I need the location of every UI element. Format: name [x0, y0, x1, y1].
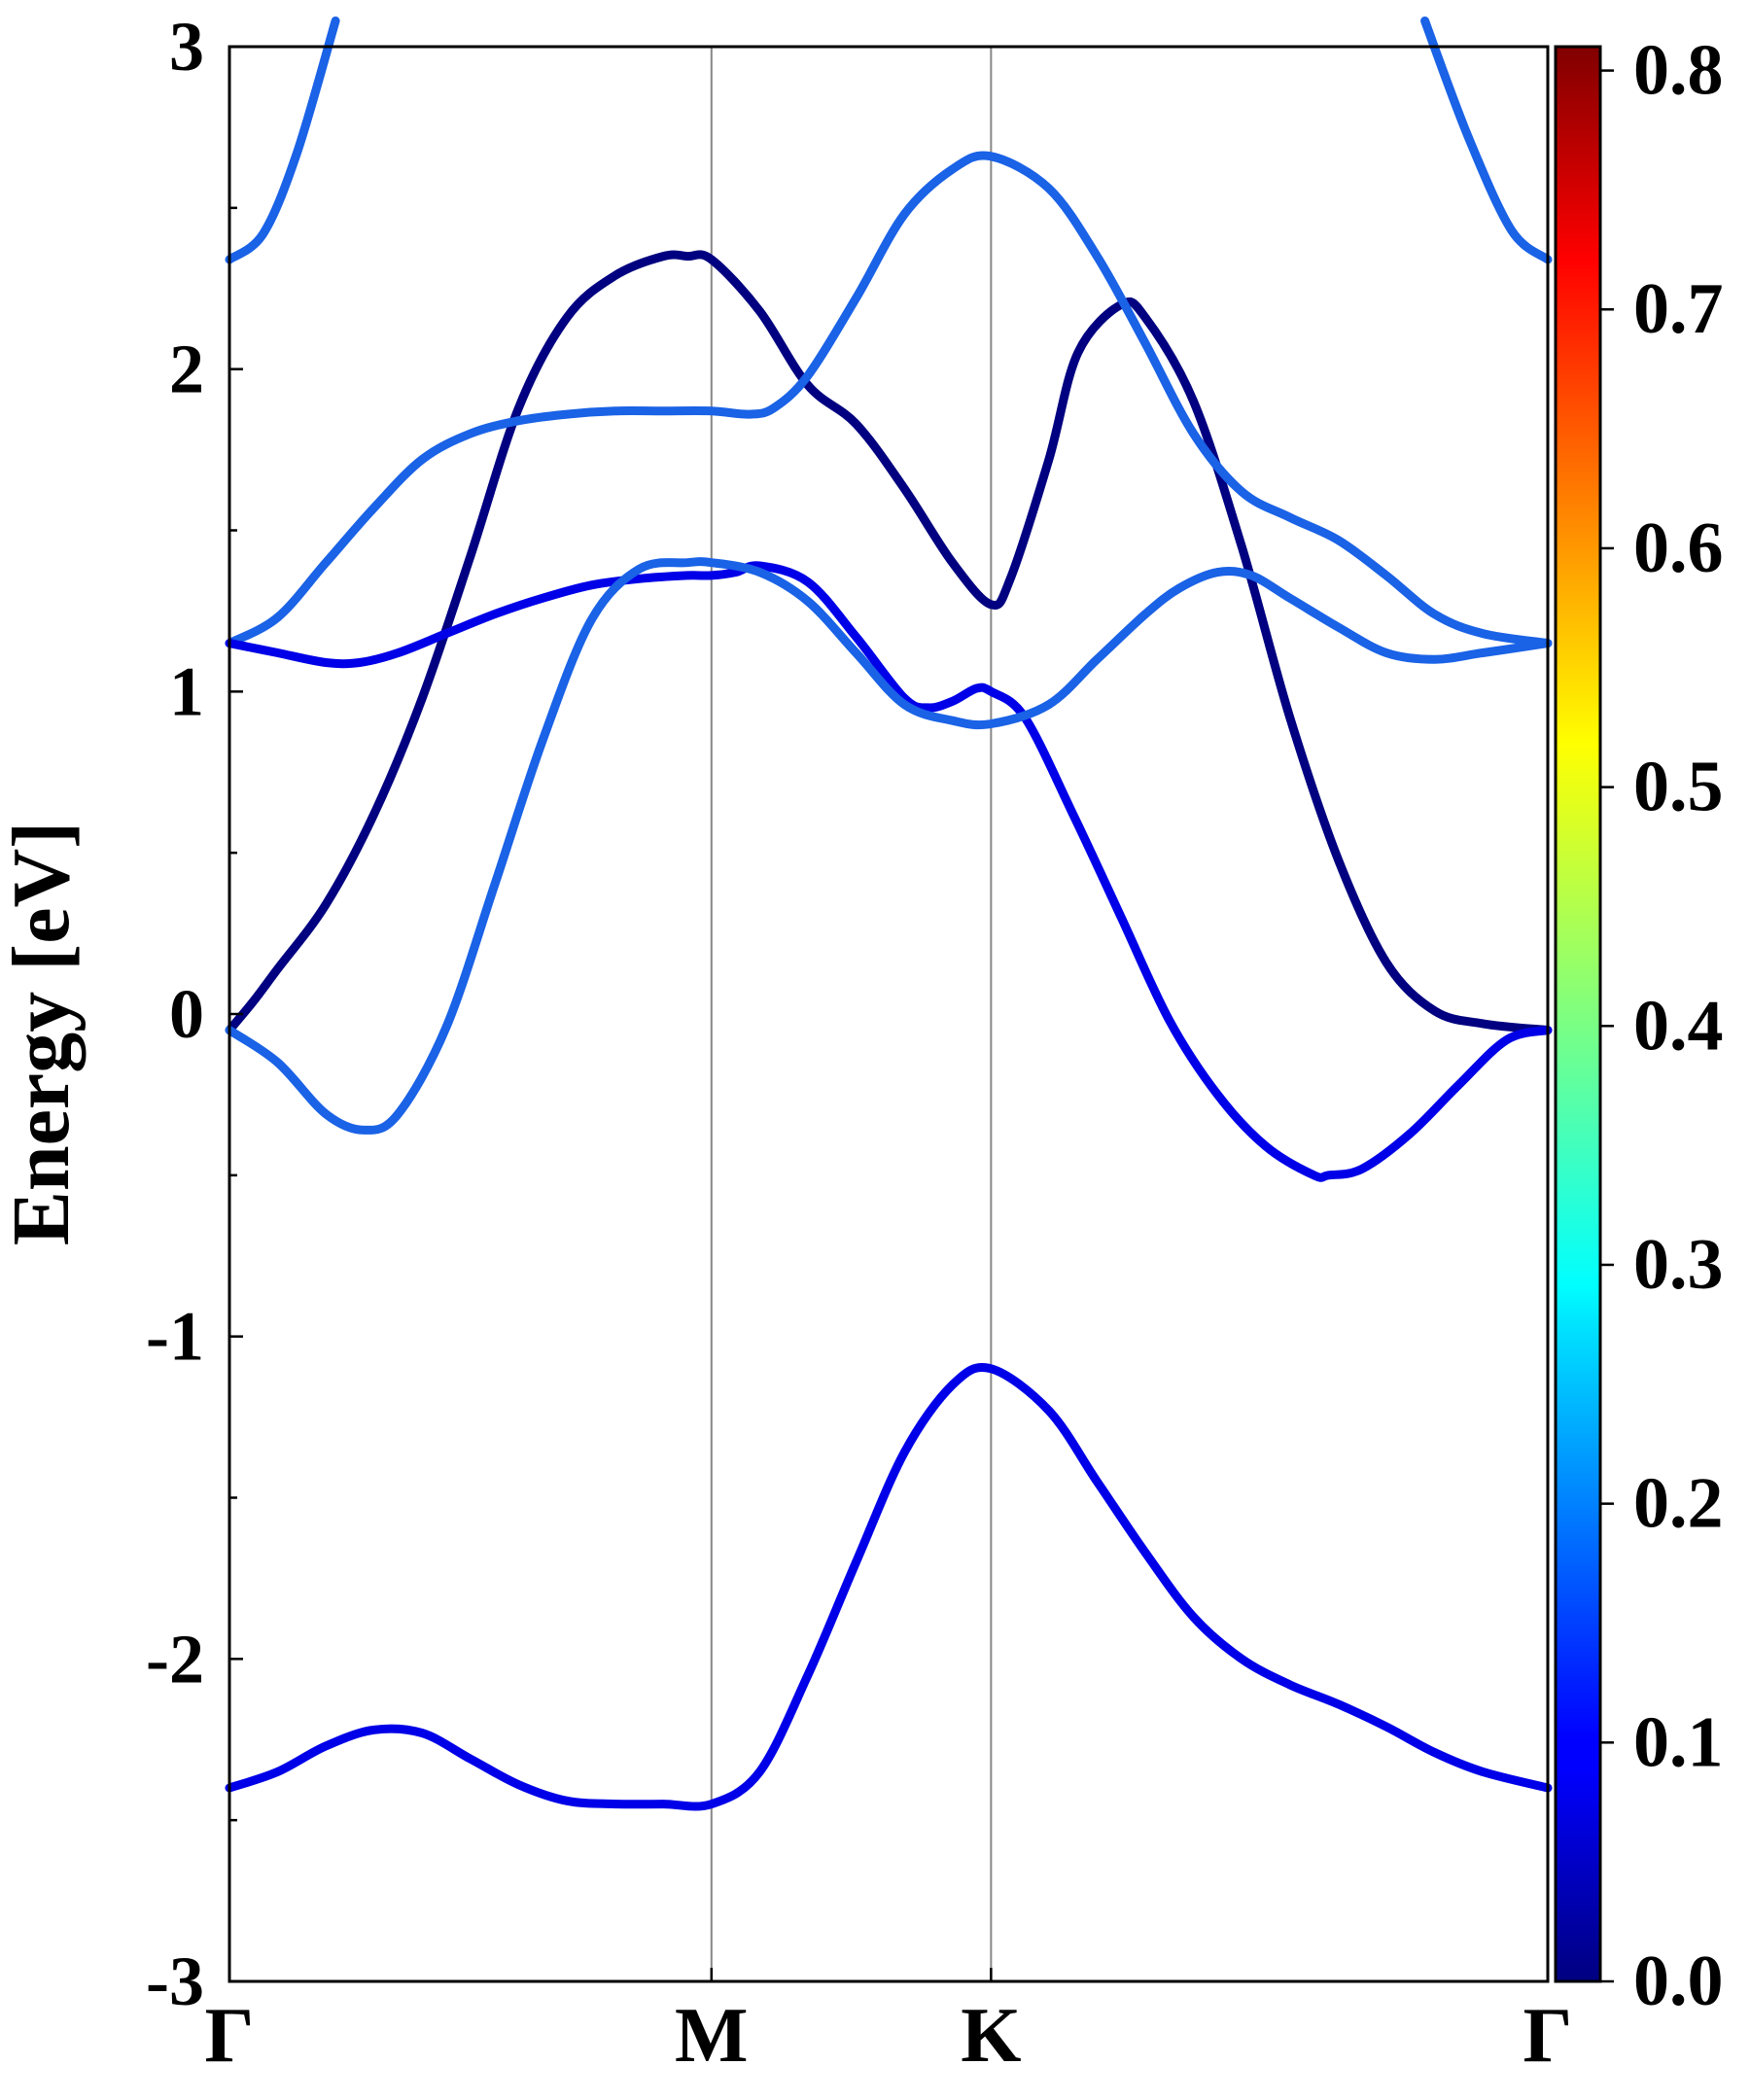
y-tick-label: -1 — [146, 1298, 204, 1376]
colorbar-tick-label: 0.1 — [1633, 1702, 1724, 1782]
colorbar-tick-label: 0.0 — [1633, 1942, 1724, 2021]
colorbar-tick-label: 0.5 — [1633, 748, 1724, 827]
colorbar-tick-label: 0.2 — [1633, 1464, 1724, 1544]
band-line-3 — [225, 250, 1553, 1035]
colorbar-tick-label: 0.4 — [1633, 986, 1724, 1066]
band-line-5 — [225, 561, 1553, 1182]
band-line-2 — [1420, 17, 1553, 264]
x-tick-label: Γ — [1523, 1993, 1573, 2079]
y-tick-label: 1 — [169, 652, 204, 730]
colorbar-tick-label: 0.6 — [1633, 508, 1724, 588]
y-tick-label: 0 — [169, 975, 204, 1053]
y-tick-label: 3 — [169, 8, 204, 86]
colorbar-tick-label: 0.8 — [1633, 31, 1724, 111]
x-tick-label: K — [961, 1993, 1021, 2079]
y-tick-label: -3 — [146, 1942, 204, 2020]
band-line-7 — [225, 1363, 1553, 1811]
colorbar-tick-label: 0.3 — [1633, 1225, 1724, 1305]
colorbar: 0.0 0.1 0.2 0.3 0.4 0.5 0.6 0.7 0.8 — [1554, 31, 1724, 2021]
y-tick-label: -2 — [146, 1620, 204, 1698]
plot-frame — [228, 45, 1550, 1983]
colorbar-tick-label: 0.7 — [1633, 269, 1724, 349]
band-line-1 — [225, 17, 340, 264]
colorbar-ticks: 0.0 0.1 0.2 0.3 0.4 0.5 0.6 0.7 0.8 — [1600, 31, 1724, 2021]
band-line-6 — [225, 557, 1553, 1135]
colorbar-gradient — [1554, 45, 1602, 1983]
band-lines — [225, 17, 1553, 1811]
band-line-4 — [225, 151, 1553, 648]
x-tick-label: M — [675, 1993, 749, 2079]
y-axis: -3 -2 -1 0 1 2 3 — [146, 8, 243, 2020]
y-axis-title: Energy [eV] — [0, 822, 87, 1245]
y-tick-label: 2 — [169, 331, 204, 408]
x-tick-label: Γ — [205, 1993, 255, 2079]
high-symmetry-lines — [710, 47, 993, 1981]
